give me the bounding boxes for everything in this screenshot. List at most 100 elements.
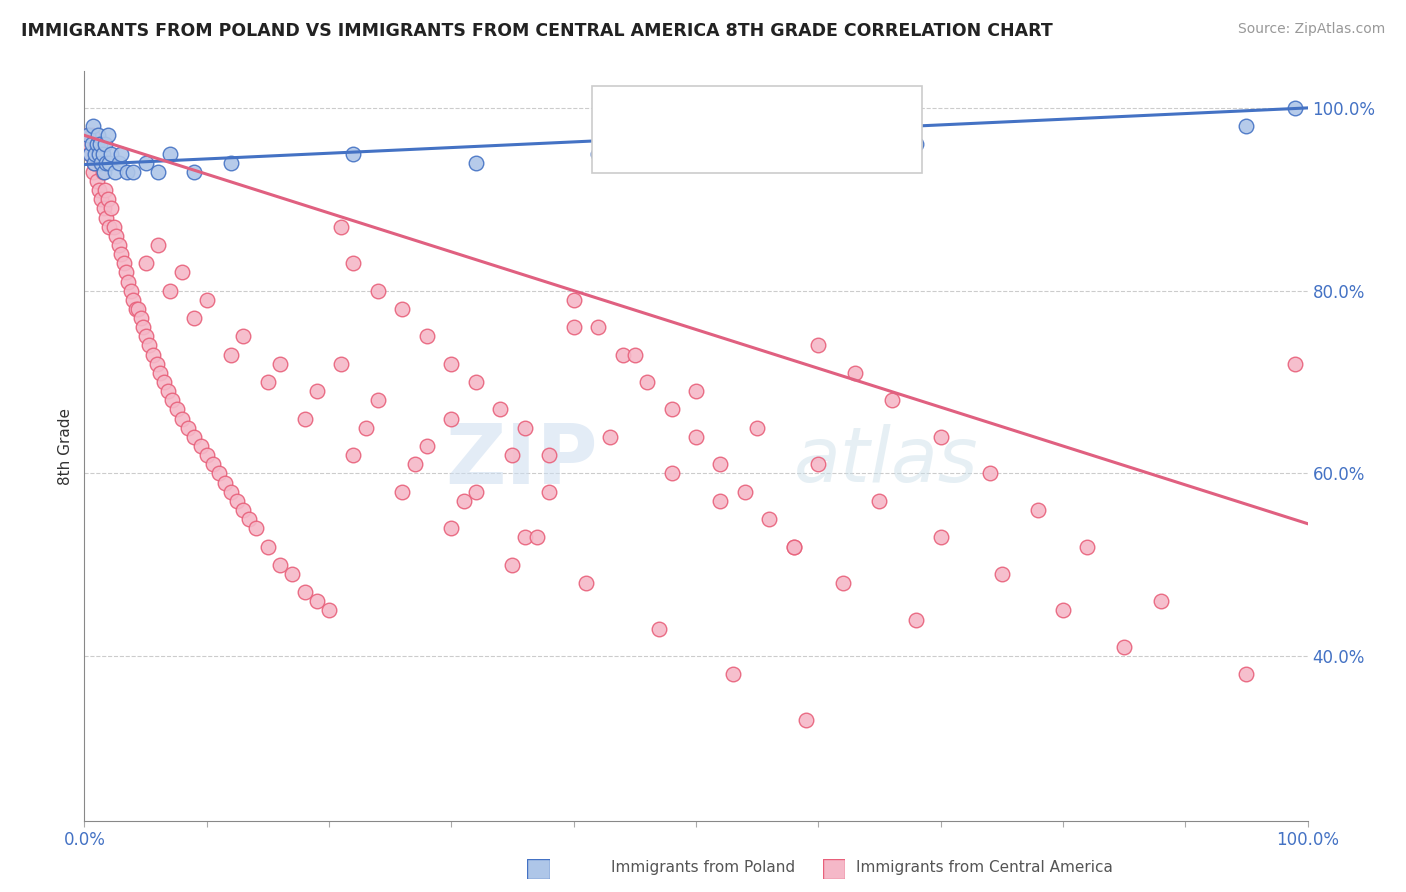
Point bbox=[183, 165, 205, 179]
Point bbox=[122, 165, 145, 179]
Point bbox=[159, 146, 181, 161]
Point bbox=[172, 265, 194, 279]
Point bbox=[183, 430, 205, 444]
Point bbox=[91, 165, 114, 179]
Point bbox=[599, 430, 621, 444]
Point bbox=[219, 155, 242, 169]
Point bbox=[367, 284, 389, 298]
Point bbox=[82, 165, 104, 179]
Point bbox=[305, 594, 328, 608]
Point bbox=[90, 155, 112, 169]
Point bbox=[257, 540, 280, 554]
Point bbox=[135, 155, 157, 169]
Point bbox=[93, 165, 115, 179]
Point bbox=[84, 137, 107, 152]
Point bbox=[104, 165, 127, 179]
Point bbox=[502, 558, 524, 572]
Point bbox=[1052, 603, 1074, 617]
Point bbox=[318, 603, 340, 617]
Point bbox=[709, 493, 731, 508]
Point bbox=[153, 375, 176, 389]
Point bbox=[142, 348, 165, 362]
Point bbox=[734, 484, 756, 499]
Point bbox=[87, 146, 110, 161]
Point bbox=[807, 457, 830, 471]
Point bbox=[226, 493, 249, 508]
Point bbox=[115, 265, 138, 279]
Point bbox=[342, 146, 364, 161]
Point bbox=[166, 402, 188, 417]
Point bbox=[93, 202, 115, 216]
Point bbox=[685, 384, 707, 399]
Point bbox=[416, 439, 439, 453]
Point bbox=[97, 155, 120, 169]
Point bbox=[177, 421, 200, 435]
Point bbox=[648, 622, 671, 636]
Text: Source: ZipAtlas.com: Source: ZipAtlas.com bbox=[1237, 22, 1385, 37]
Point bbox=[110, 247, 132, 261]
Point bbox=[91, 146, 114, 161]
Point bbox=[305, 384, 328, 399]
Point bbox=[125, 301, 148, 316]
Point bbox=[105, 228, 128, 243]
Point bbox=[844, 366, 866, 380]
Point bbox=[195, 448, 218, 462]
Text: Immigrants from Central America: Immigrants from Central America bbox=[856, 860, 1112, 874]
Point bbox=[624, 348, 647, 362]
Point bbox=[100, 202, 122, 216]
Point bbox=[127, 301, 149, 316]
Point bbox=[1284, 357, 1306, 371]
Point bbox=[464, 155, 486, 169]
Point bbox=[342, 256, 364, 270]
Point bbox=[79, 146, 101, 161]
Point bbox=[238, 512, 260, 526]
Point bbox=[79, 146, 101, 161]
Point bbox=[513, 421, 536, 435]
Point bbox=[183, 311, 205, 326]
Point bbox=[87, 183, 110, 197]
Point bbox=[905, 613, 928, 627]
Point bbox=[138, 338, 160, 352]
Point bbox=[107, 155, 129, 169]
Point bbox=[190, 439, 212, 453]
Point bbox=[232, 329, 254, 343]
Point bbox=[354, 421, 377, 435]
Point bbox=[747, 421, 769, 435]
Point bbox=[783, 540, 806, 554]
Point bbox=[86, 174, 108, 188]
Y-axis label: 8th Grade: 8th Grade bbox=[58, 408, 73, 484]
Point bbox=[562, 320, 585, 334]
Point bbox=[195, 293, 218, 307]
Point bbox=[83, 155, 105, 169]
Point bbox=[1150, 594, 1173, 608]
Point bbox=[120, 284, 142, 298]
Point bbox=[149, 366, 172, 380]
Point bbox=[1028, 503, 1050, 517]
Point bbox=[80, 128, 103, 143]
Point bbox=[612, 348, 634, 362]
Point bbox=[97, 128, 120, 143]
Point bbox=[103, 219, 125, 234]
Point bbox=[330, 219, 353, 234]
Point bbox=[294, 411, 316, 425]
Point bbox=[122, 293, 145, 307]
Point bbox=[464, 375, 486, 389]
Point bbox=[586, 320, 609, 334]
Point bbox=[1076, 540, 1098, 554]
Point bbox=[342, 448, 364, 462]
Point bbox=[905, 137, 928, 152]
Point bbox=[245, 521, 267, 535]
Point bbox=[84, 146, 107, 161]
Point bbox=[513, 530, 536, 544]
Point bbox=[115, 165, 138, 179]
Point bbox=[1114, 640, 1136, 654]
Point bbox=[129, 311, 152, 326]
Point bbox=[94, 183, 117, 197]
Point bbox=[661, 402, 683, 417]
Point bbox=[145, 357, 167, 371]
Point bbox=[979, 467, 1001, 481]
Point bbox=[89, 137, 111, 152]
Point bbox=[87, 128, 110, 143]
Point bbox=[110, 146, 132, 161]
Point bbox=[538, 448, 561, 462]
